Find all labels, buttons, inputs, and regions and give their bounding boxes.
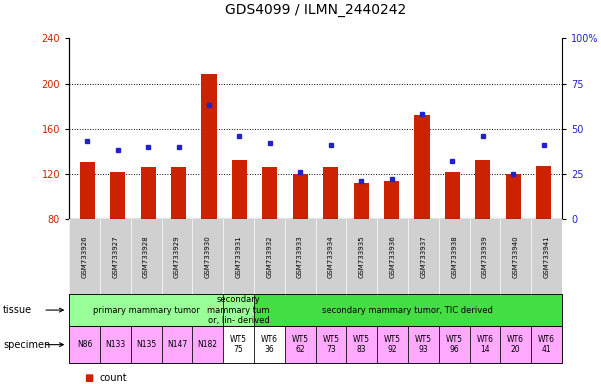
Text: WT5
96: WT5 96 xyxy=(445,335,463,354)
Text: secondary mammary tumor, TIC derived: secondary mammary tumor, TIC derived xyxy=(323,306,493,314)
Text: GSM733928: GSM733928 xyxy=(143,235,149,278)
Text: WT5
83: WT5 83 xyxy=(353,335,370,354)
Text: GSM733930: GSM733930 xyxy=(205,235,211,278)
Text: GSM733937: GSM733937 xyxy=(420,235,426,278)
Text: WT5
73: WT5 73 xyxy=(322,335,340,354)
Text: GSM733926: GSM733926 xyxy=(82,235,88,278)
Text: GSM733941: GSM733941 xyxy=(543,235,549,278)
Text: WT6
20: WT6 20 xyxy=(507,335,524,354)
Text: tissue: tissue xyxy=(3,305,32,315)
Text: GSM733929: GSM733929 xyxy=(174,235,180,278)
Text: GSM733939: GSM733939 xyxy=(482,235,488,278)
Bar xyxy=(445,172,460,219)
Text: N147: N147 xyxy=(167,340,187,349)
Text: GSM733931: GSM733931 xyxy=(236,235,242,278)
Bar xyxy=(171,167,186,219)
Text: specimen: specimen xyxy=(3,339,50,350)
Text: GSM733936: GSM733936 xyxy=(389,235,395,278)
Text: WT6
41: WT6 41 xyxy=(538,335,555,354)
Bar xyxy=(110,172,126,219)
Text: WT6
36: WT6 36 xyxy=(261,335,278,354)
Bar xyxy=(201,74,216,219)
Bar xyxy=(475,160,490,219)
Bar xyxy=(232,160,247,219)
Text: ■: ■ xyxy=(84,373,93,383)
Bar xyxy=(536,166,551,219)
Text: secondary
mammary tum
or, lin- derived: secondary mammary tum or, lin- derived xyxy=(207,295,270,325)
Text: WT5
93: WT5 93 xyxy=(415,335,432,354)
Text: WT5
62: WT5 62 xyxy=(291,335,309,354)
Text: WT5
75: WT5 75 xyxy=(230,335,247,354)
Bar xyxy=(323,167,338,219)
Text: N86: N86 xyxy=(77,340,92,349)
Text: GSM733940: GSM733940 xyxy=(513,235,519,278)
Text: GSM733935: GSM733935 xyxy=(359,235,365,278)
Bar xyxy=(262,167,278,219)
Text: WT5
92: WT5 92 xyxy=(384,335,401,354)
Text: GSM733938: GSM733938 xyxy=(451,235,457,278)
Text: GDS4099 / ILMN_2440242: GDS4099 / ILMN_2440242 xyxy=(225,3,406,17)
Bar xyxy=(141,167,156,219)
Bar xyxy=(80,162,95,219)
Text: count: count xyxy=(99,373,127,383)
Text: N182: N182 xyxy=(198,340,218,349)
Bar xyxy=(293,174,308,219)
Bar xyxy=(505,174,521,219)
Text: N135: N135 xyxy=(136,340,156,349)
Text: GSM733934: GSM733934 xyxy=(328,235,334,278)
Bar xyxy=(415,115,430,219)
Bar xyxy=(353,183,369,219)
Text: GSM733927: GSM733927 xyxy=(112,235,118,278)
Text: N133: N133 xyxy=(105,340,126,349)
Text: GSM733933: GSM733933 xyxy=(297,235,303,278)
Text: WT6
14: WT6 14 xyxy=(477,335,493,354)
Bar xyxy=(384,180,399,219)
Text: GSM733932: GSM733932 xyxy=(266,235,272,278)
Text: primary mammary tumor: primary mammary tumor xyxy=(93,306,200,314)
